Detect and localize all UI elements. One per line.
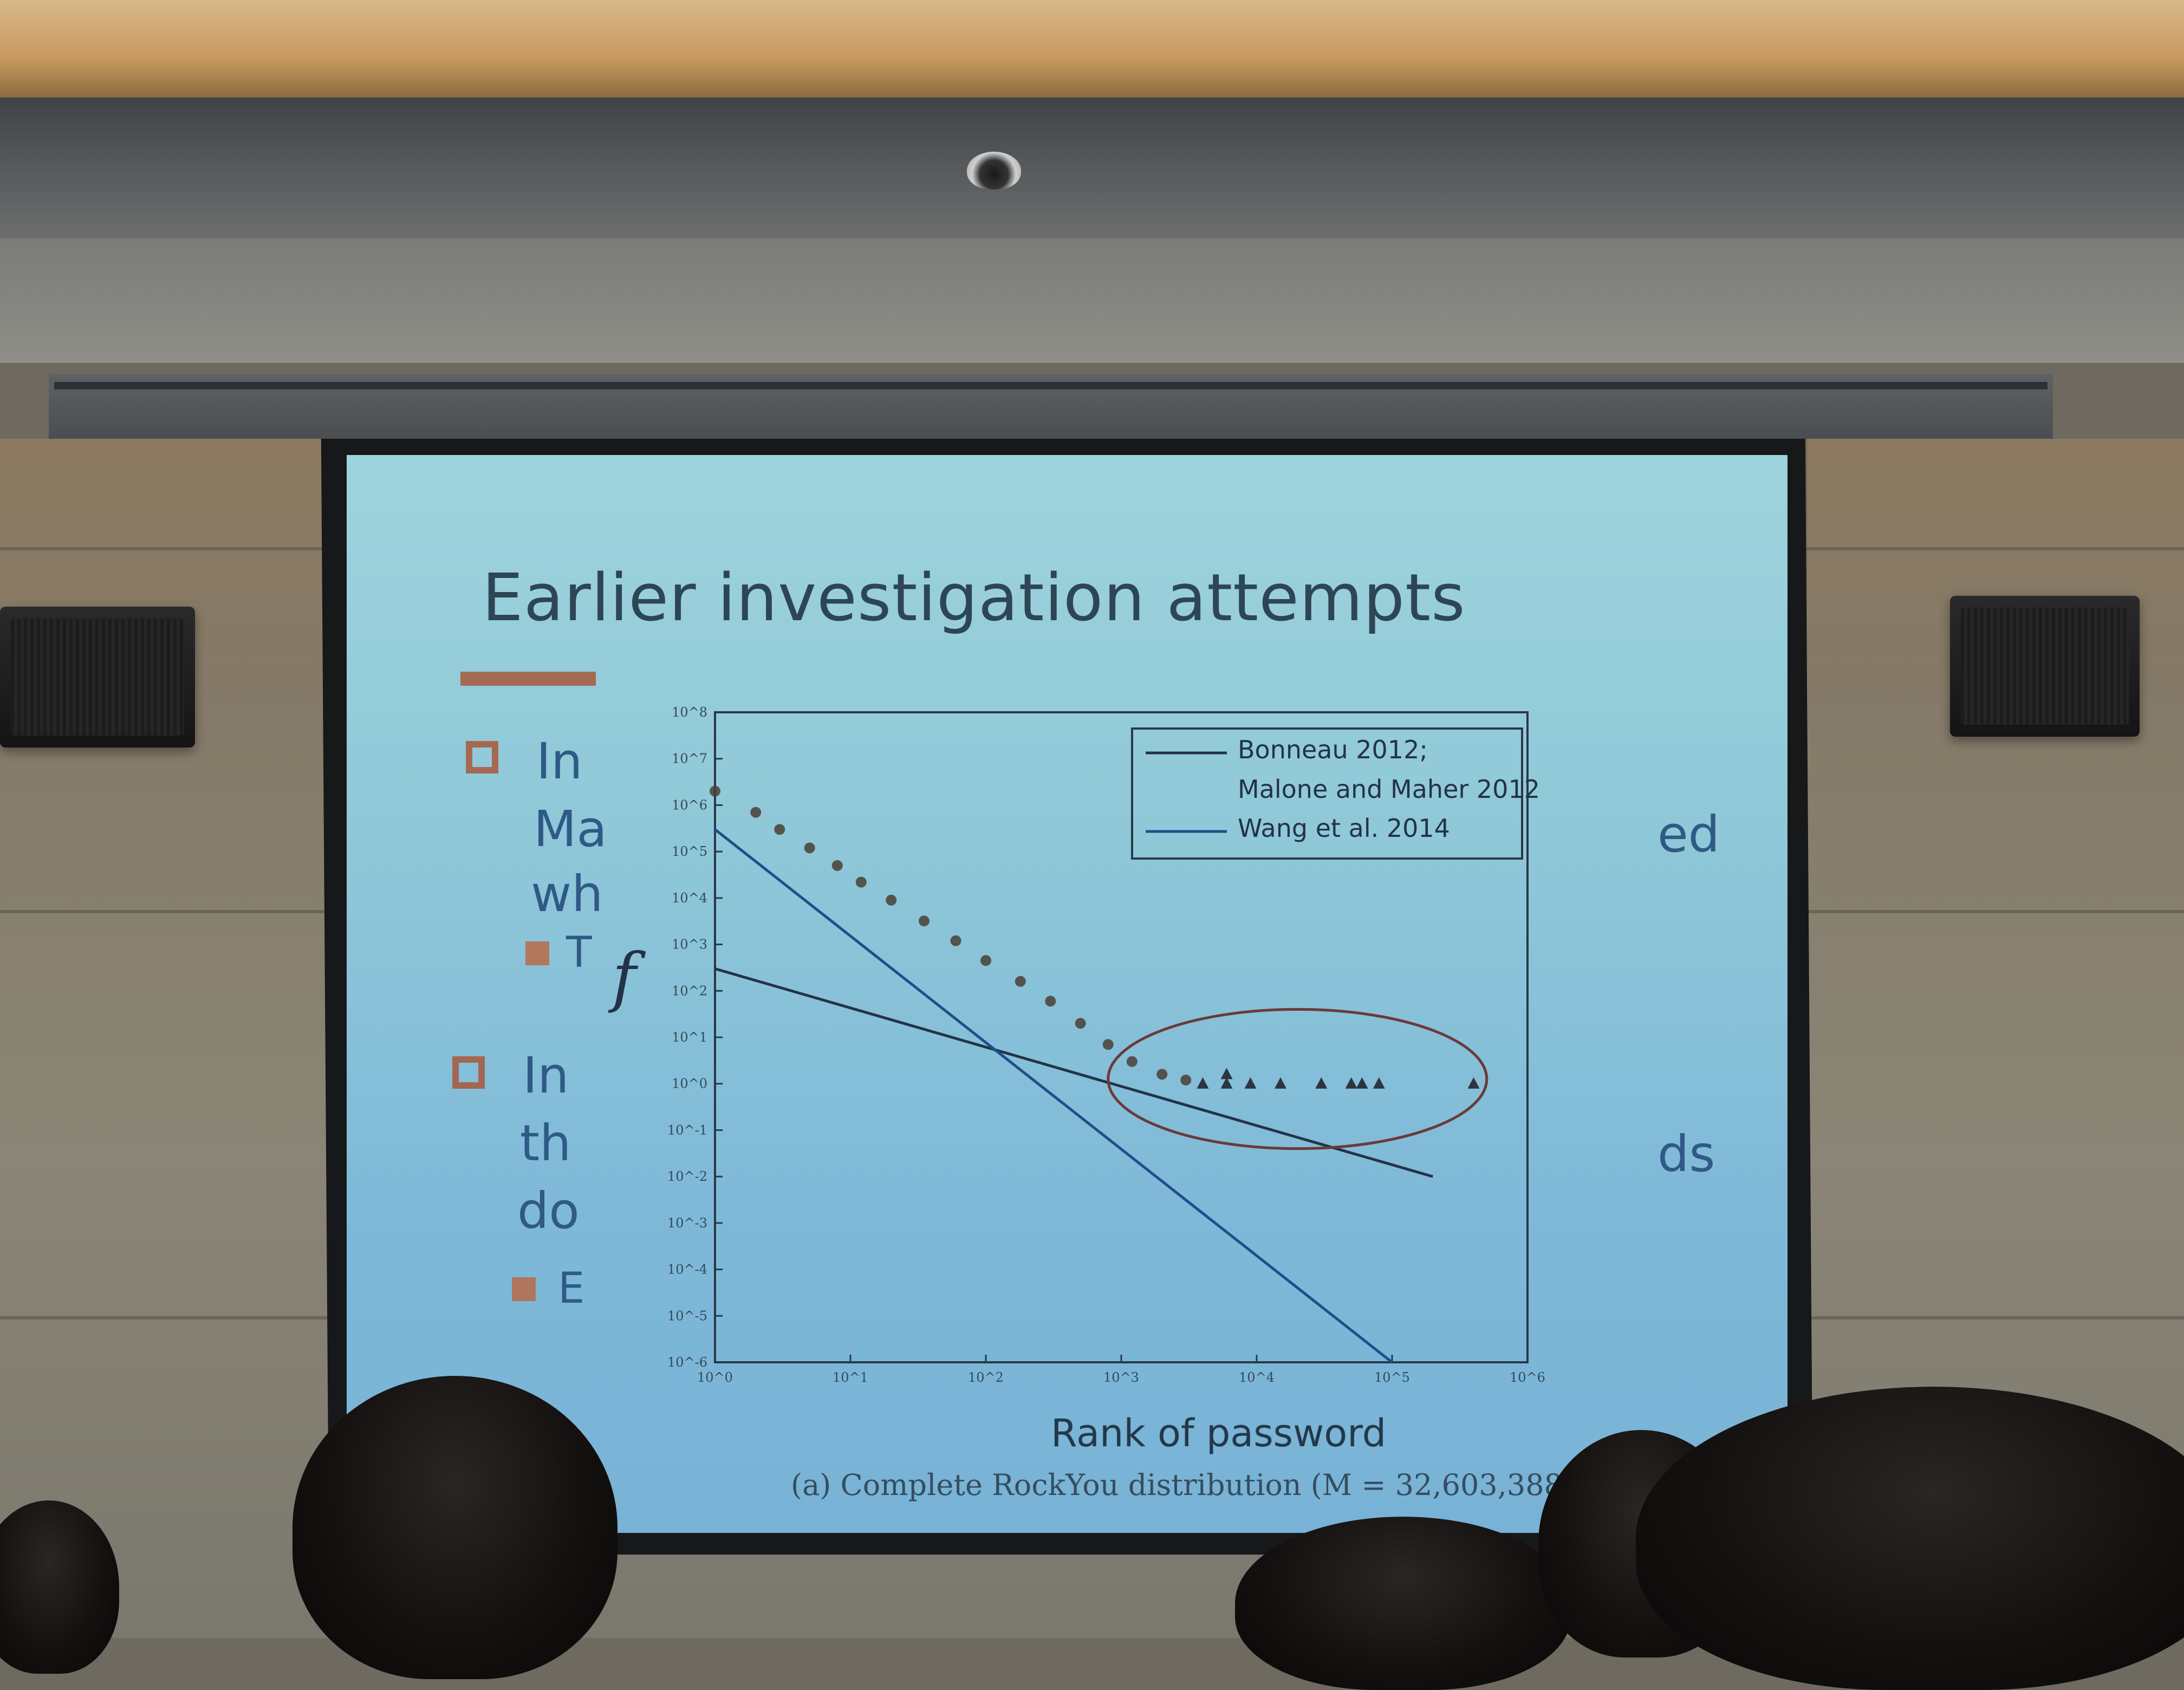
data-point: [1075, 1018, 1086, 1029]
legend-box: [1131, 727, 1523, 860]
data-point: [831, 860, 843, 871]
data-point: [886, 894, 897, 906]
y-tick-label: 10^-5: [667, 1308, 707, 1323]
series-line-1: [714, 828, 1393, 1363]
y-tick-label: 10^3: [672, 937, 707, 952]
sub-bullet-square-icon: [512, 1277, 536, 1301]
data-point-triangle: [1244, 1077, 1257, 1089]
data-point: [710, 785, 720, 797]
speaker-left-icon: [0, 607, 195, 748]
bullet-2-line-3: do: [517, 1182, 580, 1240]
y-tick-label: 10^1: [672, 1030, 707, 1045]
data-point-triangle: [1275, 1077, 1287, 1089]
y-tick-label: 10^-3: [667, 1216, 707, 1231]
ceiling-band: [0, 238, 2184, 363]
slide-title: Earlier investigation attempts: [482, 561, 1466, 636]
data-point-triangle: [1356, 1077, 1368, 1089]
bullet-1-line-1: In: [536, 732, 583, 790]
legend-entry: Wang et al. 2014: [1238, 814, 1450, 843]
y-tick-label: 10^-2: [667, 1169, 707, 1184]
series-line-0: [714, 967, 1433, 1178]
data-point: [1015, 976, 1026, 987]
data-point-triangle: [1315, 1077, 1328, 1089]
bullet-2-fragment: ds: [1658, 1125, 1715, 1183]
bullet-box-icon: [466, 741, 498, 774]
sub-bullet-square-icon: [525, 941, 549, 965]
data-point: [774, 824, 785, 835]
x-tick-label: 10^4: [1239, 1370, 1275, 1385]
bullet-1-line-2: Ma: [534, 800, 607, 858]
data-point: [919, 915, 930, 927]
bullet-box-icon: [452, 1056, 485, 1089]
audience-head: [1235, 1517, 1571, 1690]
data-point: [950, 935, 961, 946]
y-tick-label: 10^2: [672, 983, 707, 998]
audience-head: [292, 1376, 618, 1679]
legend-entry: Malone and Maher 2012: [1238, 775, 1540, 804]
rank-frequency-chart: 10^0 10^1 10^2 10^3 10^4 10^5 10^6 10^-6 10^-5 10…: [655, 677, 1549, 1398]
data-point-triangle: [1373, 1077, 1385, 1089]
sub-bullet-1-text: T: [566, 928, 592, 977]
title-rule: [460, 672, 596, 686]
frequency-symbol: f: [612, 940, 636, 1015]
screen-housing-slot: [54, 382, 2047, 389]
data-point: [1126, 1056, 1138, 1067]
y-tick-label: 10^-6: [667, 1355, 707, 1370]
y-tick-label: 10^-4: [667, 1262, 707, 1277]
security-camera-icon: [967, 152, 1021, 190]
x-tick-label: 10^2: [968, 1370, 1004, 1385]
bullet-2-line-1: In: [523, 1046, 569, 1104]
y-tick-label: 10^5: [672, 844, 707, 859]
ceiling-soffit: [0, 98, 2184, 238]
data-point-triangle: [1345, 1077, 1357, 1089]
slide: Earlier investigation attempts In Ma wh …: [347, 455, 1787, 1533]
data-point-triangle: [1220, 1068, 1233, 1080]
plot-frame: [714, 711, 1529, 1363]
bullet-1-fragment: ed: [1658, 805, 1720, 863]
data-point: [1180, 1074, 1192, 1086]
x-tick-label: 10^6: [1510, 1370, 1545, 1385]
data-point-triangle: [1467, 1077, 1480, 1089]
y-tick-label: 10^7: [672, 751, 707, 766]
y-tick-label: 10^4: [672, 890, 707, 906]
data-point: [1102, 1039, 1114, 1050]
y-tick-label: 10^6: [672, 797, 707, 812]
y-tick-label: 10^0: [672, 1076, 707, 1091]
data-point: [804, 842, 815, 854]
data-point: [750, 807, 762, 818]
data-point: [855, 876, 867, 888]
data-point-triangle: [1220, 1077, 1233, 1089]
x-axis-label: Rank of password: [1051, 1411, 1387, 1455]
legend-entry: Bonneau 2012;: [1238, 735, 1428, 764]
x-tick-label: 10^0: [697, 1370, 733, 1385]
data-point-triangle: [1197, 1077, 1209, 1089]
tail-ellipse-annotation: [1107, 1007, 1488, 1150]
figure-caption: (a) Complete RockYou distribution (M = 3…: [791, 1468, 1574, 1502]
x-tick-label: 10^3: [1103, 1370, 1139, 1385]
y-tick-label: 10^8: [672, 705, 707, 720]
data-point: [1156, 1069, 1168, 1080]
data-point: [980, 955, 991, 966]
bullet-1-line-3: wh: [531, 865, 603, 923]
x-tick-label: 10^5: [1374, 1370, 1410, 1385]
speaker-right-icon: [1950, 596, 2140, 737]
bullet-2-line-2: th: [520, 1114, 571, 1172]
data-point: [1045, 996, 1056, 1007]
y-tick-label: 10^-1: [667, 1122, 707, 1138]
chart-svg: 10^0 10^1 10^2 10^3 10^4 10^5 10^6 10^-6 10^-5 10…: [667, 705, 1545, 1385]
x-tick-label: 10^1: [833, 1370, 868, 1385]
ceiling-light-panel: [0, 0, 2184, 98]
sub-bullet-2-text: E: [558, 1264, 585, 1313]
